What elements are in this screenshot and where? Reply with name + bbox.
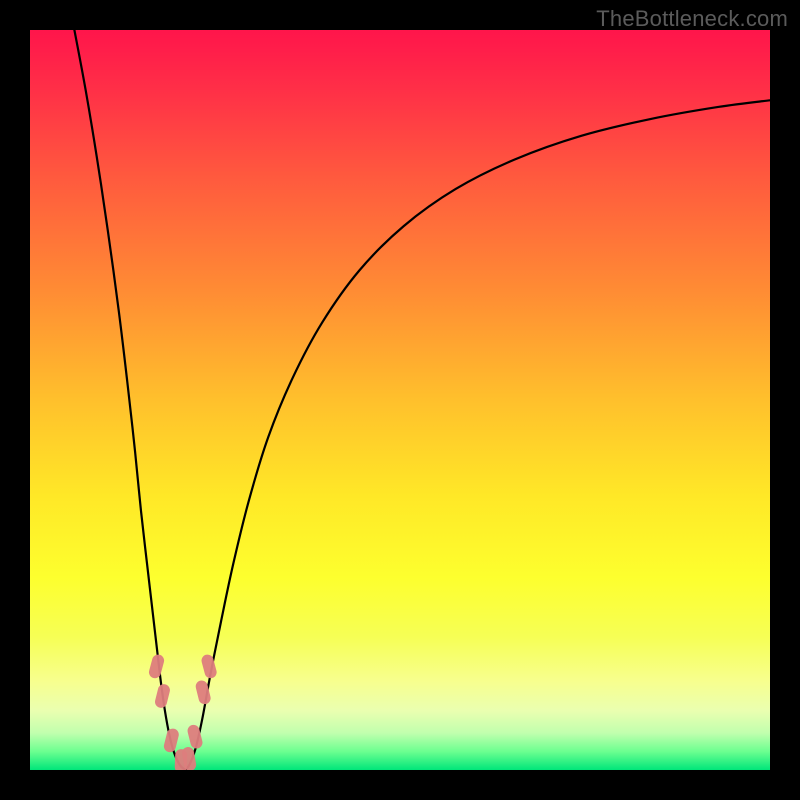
marker-capsule [186, 724, 203, 750]
marker-capsule [163, 727, 180, 753]
marker-capsule [194, 679, 211, 705]
marker-capsule [200, 653, 218, 679]
markers-layer [30, 30, 770, 770]
watermark-text: TheBottleneck.com [596, 6, 788, 32]
chart-frame: TheBottleneck.com [0, 0, 800, 800]
plot-area [30, 30, 770, 770]
marker-capsule [148, 653, 166, 679]
marker-capsule [154, 683, 171, 709]
